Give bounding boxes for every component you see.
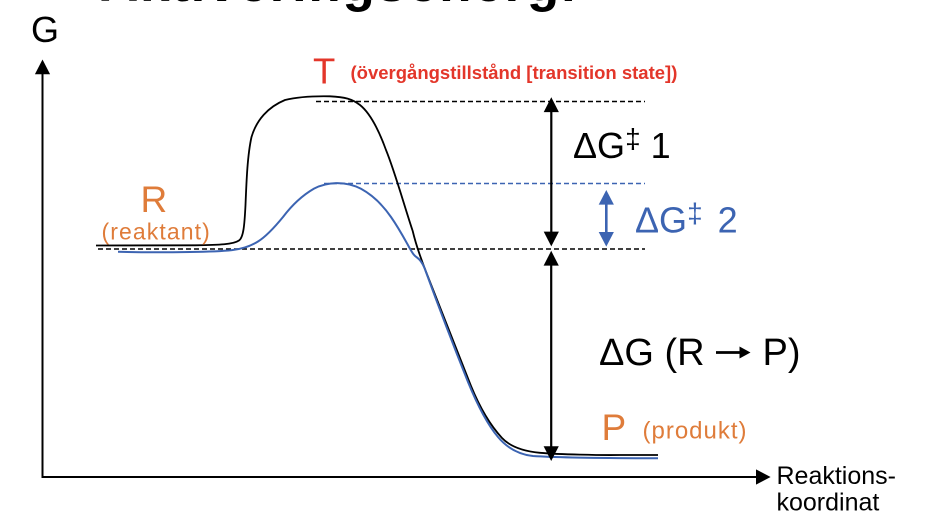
svg-text:T: T [313,51,335,92]
svg-text:(reaktant): (reaktant) [102,219,211,245]
svg-text:(produkt): (produkt) [643,418,748,445]
svg-text:koordinat: koordinat [777,489,880,517]
svg-text:P): P) [763,332,801,374]
svg-text:ΔG‡ 1: ΔG‡ 1 [573,123,671,166]
svg-text:(övergångstillstånd [transitio: (övergångstillstånd [transition state]) [351,62,678,83]
svg-text:Aktiveringsenergi: Aktiveringsenergi [100,0,577,13]
svg-text:Reaktions-: Reaktions- [777,462,897,490]
svg-text:ΔG‡ 2: ΔG‡ 2 [635,198,738,241]
svg-text:G: G [31,9,59,50]
svg-text:P: P [602,407,627,448]
svg-text:ΔG (R: ΔG (R [599,332,705,374]
svg-text:R: R [141,179,168,220]
